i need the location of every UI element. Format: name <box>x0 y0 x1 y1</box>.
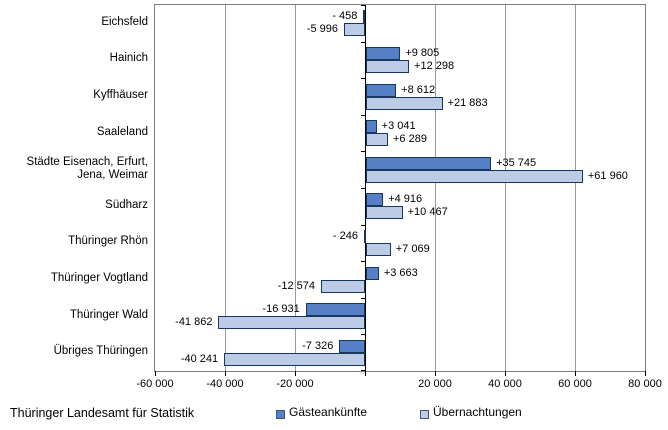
bar-übernachtungen-1 <box>344 23 365 37</box>
bar-value-label: +8 612 <box>401 83 436 96</box>
category-tick <box>361 188 365 189</box>
category-tick <box>361 334 365 335</box>
bar-value-label: -12 574 <box>277 279 315 292</box>
bar-value-label: - 246 <box>332 229 358 242</box>
gridline <box>575 5 576 371</box>
bar-übernachtungen-6 <box>366 206 403 220</box>
category-label: Thüringer Wald <box>69 308 148 321</box>
bar-value-label: -40 241 <box>180 352 219 365</box>
x-axis-label: -40 000 <box>206 378 244 390</box>
category-label: Thüringer Rhön <box>68 235 148 248</box>
bar-value-label: +3 663 <box>383 266 418 279</box>
category-tick <box>361 42 365 43</box>
legend-swatch-gaesteankuenfte <box>276 410 285 419</box>
legend-swatch-uebernachtungen <box>420 410 429 419</box>
zero-axis-line <box>365 5 366 371</box>
bar-gästeankünfte-1 <box>363 10 366 24</box>
bar-value-label: +4 916 <box>388 193 423 206</box>
plot-area: - 458 -5 996 +9 805 +12 298 +8 612 +21 883 +3 … <box>154 4 646 372</box>
bar-value-label: +7 069 <box>395 242 430 255</box>
bar-übernachtungen-3 <box>366 96 443 110</box>
x-axis-label: -20 000 <box>276 378 314 390</box>
bar-gästeankünfte-2 <box>366 46 401 60</box>
bar-value-label: +12 298 <box>414 59 455 72</box>
category-tick <box>361 225 365 226</box>
legend-label-gaesteankuenfte: Gästeankünfte <box>289 405 368 419</box>
bar-übernachtungen-2 <box>366 59 410 73</box>
bar-gästeankünfte-10 <box>339 339 365 353</box>
x-axis-tick <box>575 371 576 376</box>
bar-gästeankünfte-5 <box>366 156 492 170</box>
bar-übernachtungen-10 <box>224 352 365 366</box>
bar-übernachtungen-9 <box>218 316 365 330</box>
x-axis-tick <box>225 371 226 376</box>
bar-value-label: +10 467 <box>407 206 448 219</box>
category-label: Hainich <box>109 52 148 65</box>
bar-gästeankünfte-8 <box>366 266 379 280</box>
bar-gästeankünfte-4 <box>366 120 377 134</box>
category-tick <box>361 115 365 116</box>
x-axis-label: 60 000 <box>558 378 592 390</box>
bar-übernachtungen-8 <box>320 279 365 293</box>
gridline <box>435 5 436 371</box>
category-tick <box>361 78 365 79</box>
bar-value-label: - 458 <box>332 10 358 23</box>
bar-value-label: -41 862 <box>175 316 213 329</box>
x-axis-tick <box>645 371 646 376</box>
source-text: Thüringer Landesamt für Statistik <box>10 406 195 420</box>
bar-gästeankünfte-3 <box>366 83 397 97</box>
x-axis-tick <box>435 371 436 376</box>
bar-value-label: -16 931 <box>262 303 300 316</box>
bar-value-label: +6 289 <box>393 133 427 146</box>
bar-value-label: -5 996 <box>306 23 338 36</box>
x-axis-tick <box>505 371 506 376</box>
x-axis-tick <box>155 371 156 376</box>
category-tick <box>361 151 365 152</box>
gridline <box>225 5 226 371</box>
category-tick <box>361 5 365 6</box>
x-axis-label: -60 000 <box>136 378 174 390</box>
legend-label-uebernachtungen: Übernachtungen <box>433 405 522 419</box>
category-label: Übriges Thüringen <box>53 345 148 358</box>
bar-übernachtungen-7 <box>366 242 391 256</box>
category-tick <box>361 298 365 299</box>
x-axis-tick <box>365 371 366 376</box>
bar-value-label: +21 883 <box>447 96 488 109</box>
category-label: Südharz <box>105 198 148 211</box>
bar-gästeankünfte-7 <box>364 229 366 243</box>
bar-value-label: +35 745 <box>496 156 537 169</box>
bar-gästeankünfte-9 <box>305 303 365 317</box>
category-label: Thüringer Vogtland <box>50 271 148 284</box>
category-label: Saaleland <box>96 125 148 138</box>
x-axis-label: 40 000 <box>488 378 522 390</box>
x-axis-label: 80 000 <box>628 378 662 390</box>
category-tick <box>361 370 365 371</box>
category-tick <box>361 261 365 262</box>
bar-gästeankünfte-6 <box>366 193 384 207</box>
category-label: Kyffhäuser <box>93 88 148 101</box>
bar-value-label: -7 326 <box>302 339 334 352</box>
category-axis-labels: Eichsfeld Hainich Kyffhäuser Saaleland Städt… <box>0 4 148 370</box>
bar-value-label: +61 960 <box>587 169 628 182</box>
gridline <box>295 5 296 371</box>
gridline <box>505 5 506 371</box>
x-axis-label: 20 000 <box>418 378 452 390</box>
bar-übernachtungen-4 <box>366 133 388 147</box>
bar-übernachtungen-5 <box>366 169 583 183</box>
category-label: Städte Eisenach, Erfurt, Jena, Weimar <box>26 155 148 181</box>
x-axis-tick <box>295 371 296 376</box>
category-label: Eichsfeld <box>101 15 148 28</box>
bar-value-label: +9 805 <box>405 46 440 59</box>
bar-value-label: +3 041 <box>381 120 416 133</box>
